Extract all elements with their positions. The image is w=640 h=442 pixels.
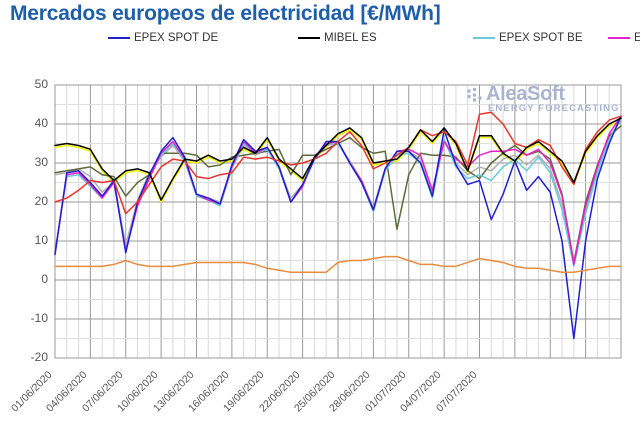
legend-swatch-icon [298,37,320,39]
legend-label: EPEX SPOT DE [134,32,219,44]
y-axis-tick-label: 10 [34,233,48,247]
legend-label: EPEX SPOT FR [634,32,640,44]
legend-swatch-icon [608,37,630,39]
chart-title: Mercados europeos de electricidad [€/MWh… [10,2,441,25]
chart-legend: EPEX SPOT DE MIBEL ES EPEX SPOT BE EPEX SPO… [108,30,640,46]
series-line-epex-spot-be [54,117,622,268]
y-axis-tick-label: -10 [30,311,48,325]
y-axis-tick-label: 40 [34,116,48,130]
y-axis-tick-label: -20 [30,350,48,364]
y-axis-tick-label: 0 [41,272,48,286]
y-axis-tick-label: 30 [34,155,48,169]
legend-label: MIBEL ES [324,32,377,44]
legend-item-epex-spot-be[interactable]: EPEX SPOT BE [473,30,608,46]
legend-item-mibel-es[interactable]: MIBEL ES [298,30,473,46]
legend-item-epex-spot-fr[interactable]: EPEX SPOT FR [608,30,640,46]
legend-label: EPEX SPOT BE [499,32,583,44]
series-line-mibel-es [54,117,622,201]
y-axis-tick-label: 20 [34,194,48,208]
series-line-nord-pool [54,255,622,273]
legend-swatch-icon [473,37,495,39]
legend-swatch-icon [108,37,130,39]
y-axis-tick-label: 50 [34,77,48,91]
legend-item-epex-spot-de[interactable]: EPEX SPOT DE [108,30,298,46]
